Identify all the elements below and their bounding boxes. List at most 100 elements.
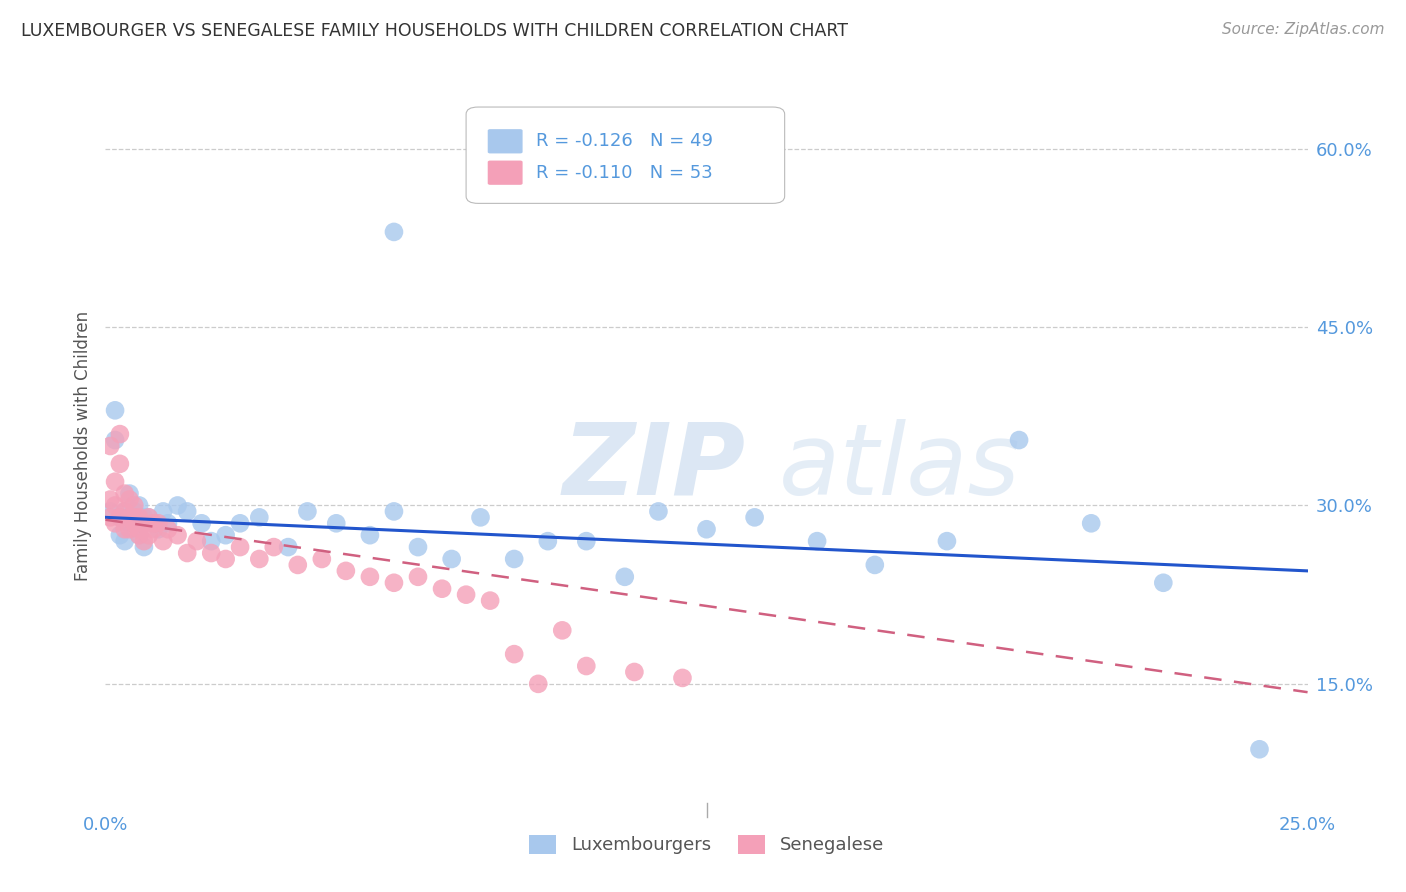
- Point: [132, 510, 155, 524]
- Point: [623, 665, 645, 679]
- Point: [128, 499, 150, 513]
- Point: [696, 522, 718, 536]
- Point: [311, 552, 333, 566]
- Point: [263, 540, 285, 554]
- Point: [744, 510, 766, 524]
- Point: [142, 522, 165, 536]
- Point: [128, 522, 150, 536]
- Point: [671, 671, 693, 685]
- Point: [1152, 575, 1174, 590]
- Point: [128, 510, 150, 524]
- Point: [114, 504, 136, 518]
- Point: [382, 225, 405, 239]
- Point: [440, 552, 463, 566]
- Point: [166, 528, 188, 542]
- Point: [575, 534, 598, 549]
- Text: Source: ZipAtlas.com: Source: ZipAtlas.com: [1222, 22, 1385, 37]
- Point: [359, 570, 381, 584]
- Point: [138, 510, 160, 524]
- Point: [118, 492, 141, 507]
- Point: [104, 516, 127, 531]
- Point: [176, 504, 198, 518]
- Point: [1249, 742, 1271, 756]
- Point: [806, 534, 828, 549]
- Point: [297, 504, 319, 518]
- Point: [247, 510, 270, 524]
- Y-axis label: Family Households with Children: Family Households with Children: [73, 311, 91, 581]
- Point: [551, 624, 574, 638]
- Point: [156, 516, 179, 531]
- Point: [108, 510, 131, 524]
- Point: [647, 504, 669, 518]
- Point: [118, 522, 141, 536]
- Point: [148, 522, 170, 536]
- Point: [108, 528, 131, 542]
- Point: [936, 534, 959, 549]
- Text: 25.0%: 25.0%: [1279, 816, 1336, 834]
- Point: [98, 492, 121, 507]
- Text: 0.0%: 0.0%: [83, 816, 128, 834]
- Point: [114, 522, 136, 536]
- Point: [214, 528, 236, 542]
- Point: [1008, 433, 1031, 447]
- FancyBboxPatch shape: [488, 161, 523, 185]
- FancyBboxPatch shape: [488, 129, 523, 153]
- Point: [104, 475, 127, 489]
- Point: [124, 499, 146, 513]
- Point: [124, 516, 146, 531]
- Text: R = -0.126   N = 49: R = -0.126 N = 49: [536, 132, 713, 150]
- Point: [200, 534, 222, 549]
- Point: [132, 540, 155, 554]
- Point: [166, 499, 188, 513]
- Point: [325, 516, 347, 531]
- Point: [108, 457, 131, 471]
- Point: [124, 510, 146, 524]
- Point: [575, 659, 598, 673]
- Point: [104, 433, 127, 447]
- Point: [142, 516, 165, 531]
- Point: [503, 552, 526, 566]
- Point: [382, 575, 405, 590]
- Point: [104, 499, 127, 513]
- Point: [200, 546, 222, 560]
- Point: [108, 510, 131, 524]
- Point: [98, 439, 121, 453]
- Point: [335, 564, 357, 578]
- Point: [406, 540, 429, 554]
- Point: [128, 528, 150, 542]
- Point: [132, 516, 155, 531]
- Point: [406, 570, 429, 584]
- Point: [454, 588, 477, 602]
- Point: [98, 504, 121, 518]
- Point: [98, 510, 121, 524]
- Point: [1080, 516, 1102, 531]
- Point: [247, 552, 270, 566]
- Point: [104, 403, 127, 417]
- Point: [152, 534, 174, 549]
- Point: [118, 486, 141, 500]
- Point: [186, 534, 208, 549]
- Point: [229, 516, 252, 531]
- Point: [359, 528, 381, 542]
- Text: ZIP: ZIP: [562, 419, 745, 516]
- Point: [214, 552, 236, 566]
- Point: [118, 516, 141, 531]
- Point: [176, 546, 198, 560]
- Point: [132, 534, 155, 549]
- Point: [142, 516, 165, 531]
- Point: [527, 677, 550, 691]
- Point: [114, 486, 136, 500]
- Point: [114, 534, 136, 549]
- Point: [128, 528, 150, 542]
- Point: [382, 504, 405, 518]
- Point: [124, 516, 146, 531]
- Point: [479, 593, 502, 607]
- Point: [430, 582, 453, 596]
- Point: [138, 528, 160, 542]
- Point: [148, 516, 170, 531]
- Point: [503, 647, 526, 661]
- Point: [470, 510, 492, 524]
- Point: [118, 510, 141, 524]
- Text: R = -0.110   N = 53: R = -0.110 N = 53: [536, 164, 713, 182]
- Point: [138, 510, 160, 524]
